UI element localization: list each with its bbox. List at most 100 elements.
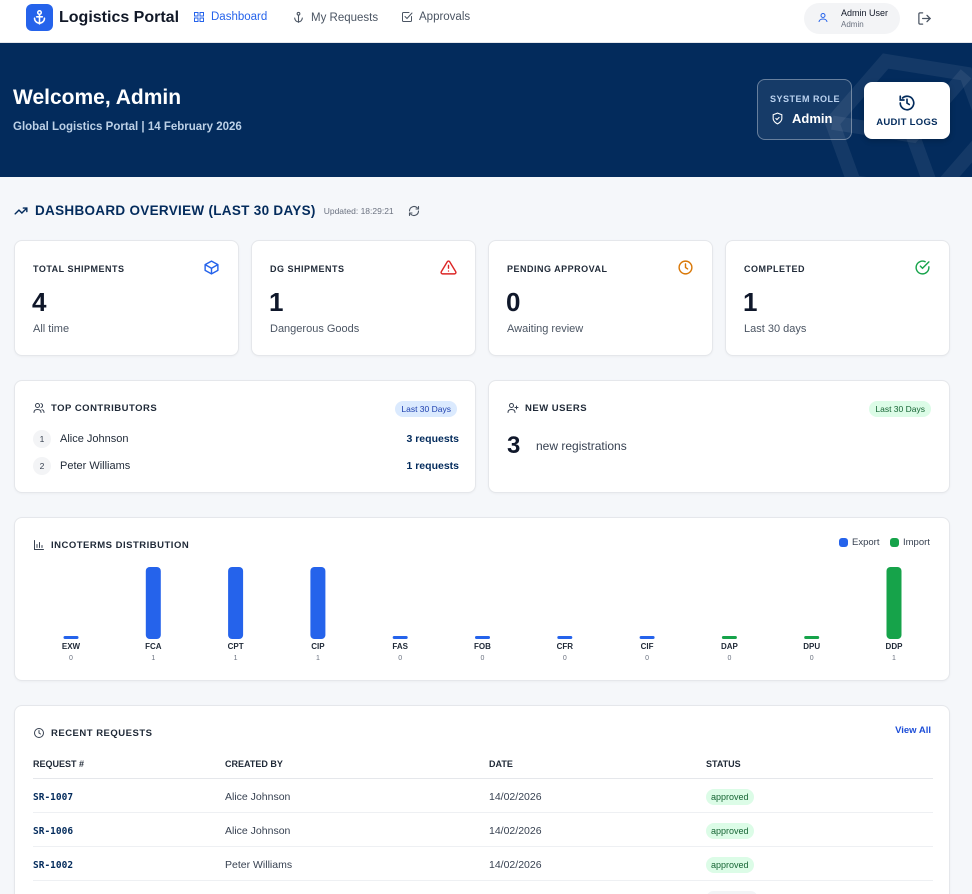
stat-card-pending-approval[interactable]: PENDING APPROVAL 0 Awaiting review: [488, 240, 713, 356]
new-users-heading: NEW USERS: [507, 402, 587, 414]
value-label: 0: [563, 655, 567, 662]
request-id-link[interactable]: SR-1002: [33, 860, 74, 871]
app-title: Logistics Portal: [59, 8, 180, 26]
table-row[interactable]: SR-1002 Peter Williams 14/02/2026 approv…: [33, 847, 933, 881]
overview-header: DASHBOARD OVERVIEW (LAST 30 DAYS) Update…: [14, 203, 420, 218]
recent-requests-panel: RECENT REQUESTS View All REQUEST # CREAT…: [14, 705, 950, 894]
category-label: CIP: [311, 642, 325, 651]
category-label: FAS: [392, 642, 408, 651]
value-label: 1: [151, 655, 155, 662]
period-badge: Last 30 Days: [869, 401, 931, 417]
request-id-link[interactable]: SR-1007: [33, 792, 74, 803]
top-contributors-heading: TOP CONTRIBUTORS: [33, 402, 157, 414]
view-all-link[interactable]: View All: [895, 725, 931, 736]
value-label: 0: [645, 655, 649, 662]
stat-subtitle: Last 30 days: [744, 323, 807, 335]
system-role-label: SYSTEM ROLE: [770, 94, 841, 104]
legend-swatch: [839, 538, 848, 547]
contributor-row: 1 Alice Johnson 3 requests: [33, 430, 459, 448]
stat-card-total-shipments[interactable]: TOTAL SHIPMENTS 4 All time: [14, 240, 239, 356]
check-circle-icon: [915, 260, 930, 275]
stat-card-completed[interactable]: COMPLETED 1 Last 30 days: [725, 240, 950, 356]
new-users-title: NEW USERS: [525, 402, 588, 414]
bar-exw: [63, 636, 79, 639]
welcome-title: Welcome, Admin: [13, 86, 182, 109]
top-navbar: Logistics Portal Dashboard My Requests A…: [0, 0, 972, 43]
bar-fob: [475, 636, 490, 639]
value-label: 1: [234, 655, 238, 662]
value-label: 1: [892, 655, 896, 662]
system-role-card: SYSTEM ROLE Admin: [757, 79, 852, 140]
request-id-link[interactable]: SR-1006: [33, 826, 74, 837]
stat-card-dg-shipments[interactable]: DG SHIPMENTS 1 Dangerous Goods: [251, 240, 476, 356]
column-header-request: REQUEST #: [33, 759, 85, 769]
stat-label: PENDING APPROVAL: [507, 264, 608, 274]
column-header-date: DATE: [489, 759, 513, 769]
value-label: 0: [398, 655, 402, 662]
category-label: CPT: [228, 642, 244, 651]
logout-icon: [918, 12, 932, 25]
overview-title: DASHBOARD OVERVIEW (LAST 30 DAYS): [35, 203, 316, 218]
request-date: 14/02/2026: [489, 791, 542, 803]
refresh-icon[interactable]: [408, 205, 420, 217]
column-header-status: STATUS: [706, 759, 741, 769]
system-role-text: Admin: [792, 111, 833, 126]
category-label: CIF: [641, 642, 654, 651]
contributor-row: 2 Peter Williams 1 requests: [33, 457, 459, 475]
stat-subtitle: Dangerous Goods: [270, 323, 360, 335]
welcome-banner: Welcome, Admin Global Logistics Portal |…: [0, 43, 972, 177]
created-by: Alice Johnson: [225, 825, 291, 837]
new-users-panel: NEW USERS Last 30 Days 3 new registratio…: [488, 380, 950, 493]
nav-dashboard[interactable]: Dashboard: [193, 11, 267, 23]
dashboard-icon: [194, 12, 204, 22]
welcome-subtitle: Global Logistics Portal | 14 February 20…: [13, 121, 242, 133]
header-divider: [33, 778, 933, 779]
period-badge: Last 30 Days: [395, 401, 457, 417]
value-label: 0: [810, 655, 814, 662]
nav-dashboard-label: Dashboard: [211, 11, 268, 23]
status-badge: approved: [706, 857, 754, 873]
checkbox-icon: [402, 12, 413, 22]
request-date: 14/02/2026: [489, 825, 542, 837]
bar-fca: [145, 567, 161, 639]
value-label: 0: [69, 655, 73, 662]
anchor-icon: [294, 11, 303, 23]
value-label: 0: [481, 655, 485, 662]
user-menu[interactable]: Admin User Admin: [804, 3, 900, 34]
nav-my-requests[interactable]: My Requests: [292, 11, 378, 24]
stat-label: DG SHIPMENTS: [270, 264, 345, 274]
anchor-logo-icon: [26, 4, 53, 31]
value-label: 0: [727, 655, 731, 662]
top-contributors-title: TOP CONTRIBUTORS: [51, 402, 158, 414]
incoterms-chart-panel: INCOTERMS DISTRIBUTION Export Import EXW…: [14, 517, 950, 681]
user-name: Admin User: [841, 8, 889, 18]
logout-button[interactable]: [917, 11, 932, 31]
stat-label: COMPLETED: [744, 264, 806, 274]
category-label: DPU: [803, 642, 820, 651]
table-row-partial: [33, 881, 933, 894]
nav-approvals-label: Approvals: [419, 11, 471, 23]
nav-approvals[interactable]: Approvals: [401, 11, 470, 23]
bar-ddp: [886, 567, 902, 639]
contributor-count: 3 requests: [406, 433, 459, 445]
legend-export: Export: [839, 537, 879, 548]
bar-cpt: [228, 567, 244, 639]
stat-value: 1: [743, 287, 758, 317]
column-header-created-by: CREATED BY: [225, 759, 283, 769]
user-role: Admin: [841, 20, 864, 29]
contributor-name: Peter Williams: [60, 460, 131, 472]
clock-icon: [678, 260, 693, 275]
new-users-count: 3: [507, 432, 521, 459]
stat-label: TOTAL SHIPMENTS: [33, 264, 125, 274]
incoterms-title: INCOTERMS DISTRIBUTION: [51, 539, 190, 551]
audit-logs-button[interactable]: AUDIT LOGS: [864, 82, 950, 139]
shield-check-icon: [772, 112, 783, 125]
user-plus-icon: [507, 403, 519, 413]
category-label: DDP: [886, 642, 904, 651]
table-row[interactable]: SR-1007 Alice Johnson 14/02/2026 approve…: [33, 779, 933, 813]
brand[interactable]: Logistics Portal: [26, 4, 179, 31]
stat-subtitle: Awaiting review: [507, 323, 584, 335]
history-icon: [899, 95, 915, 111]
table-row[interactable]: SR-1006 Alice Johnson 14/02/2026 approve…: [33, 813, 933, 847]
incoterms-bar-chart: EXW 0 FCA 1 CPT 1 CIP 1 FAS 0 FOB 0 CFR 0 CIF 0 DAP 0 DPU 0…: [62, 567, 904, 662]
